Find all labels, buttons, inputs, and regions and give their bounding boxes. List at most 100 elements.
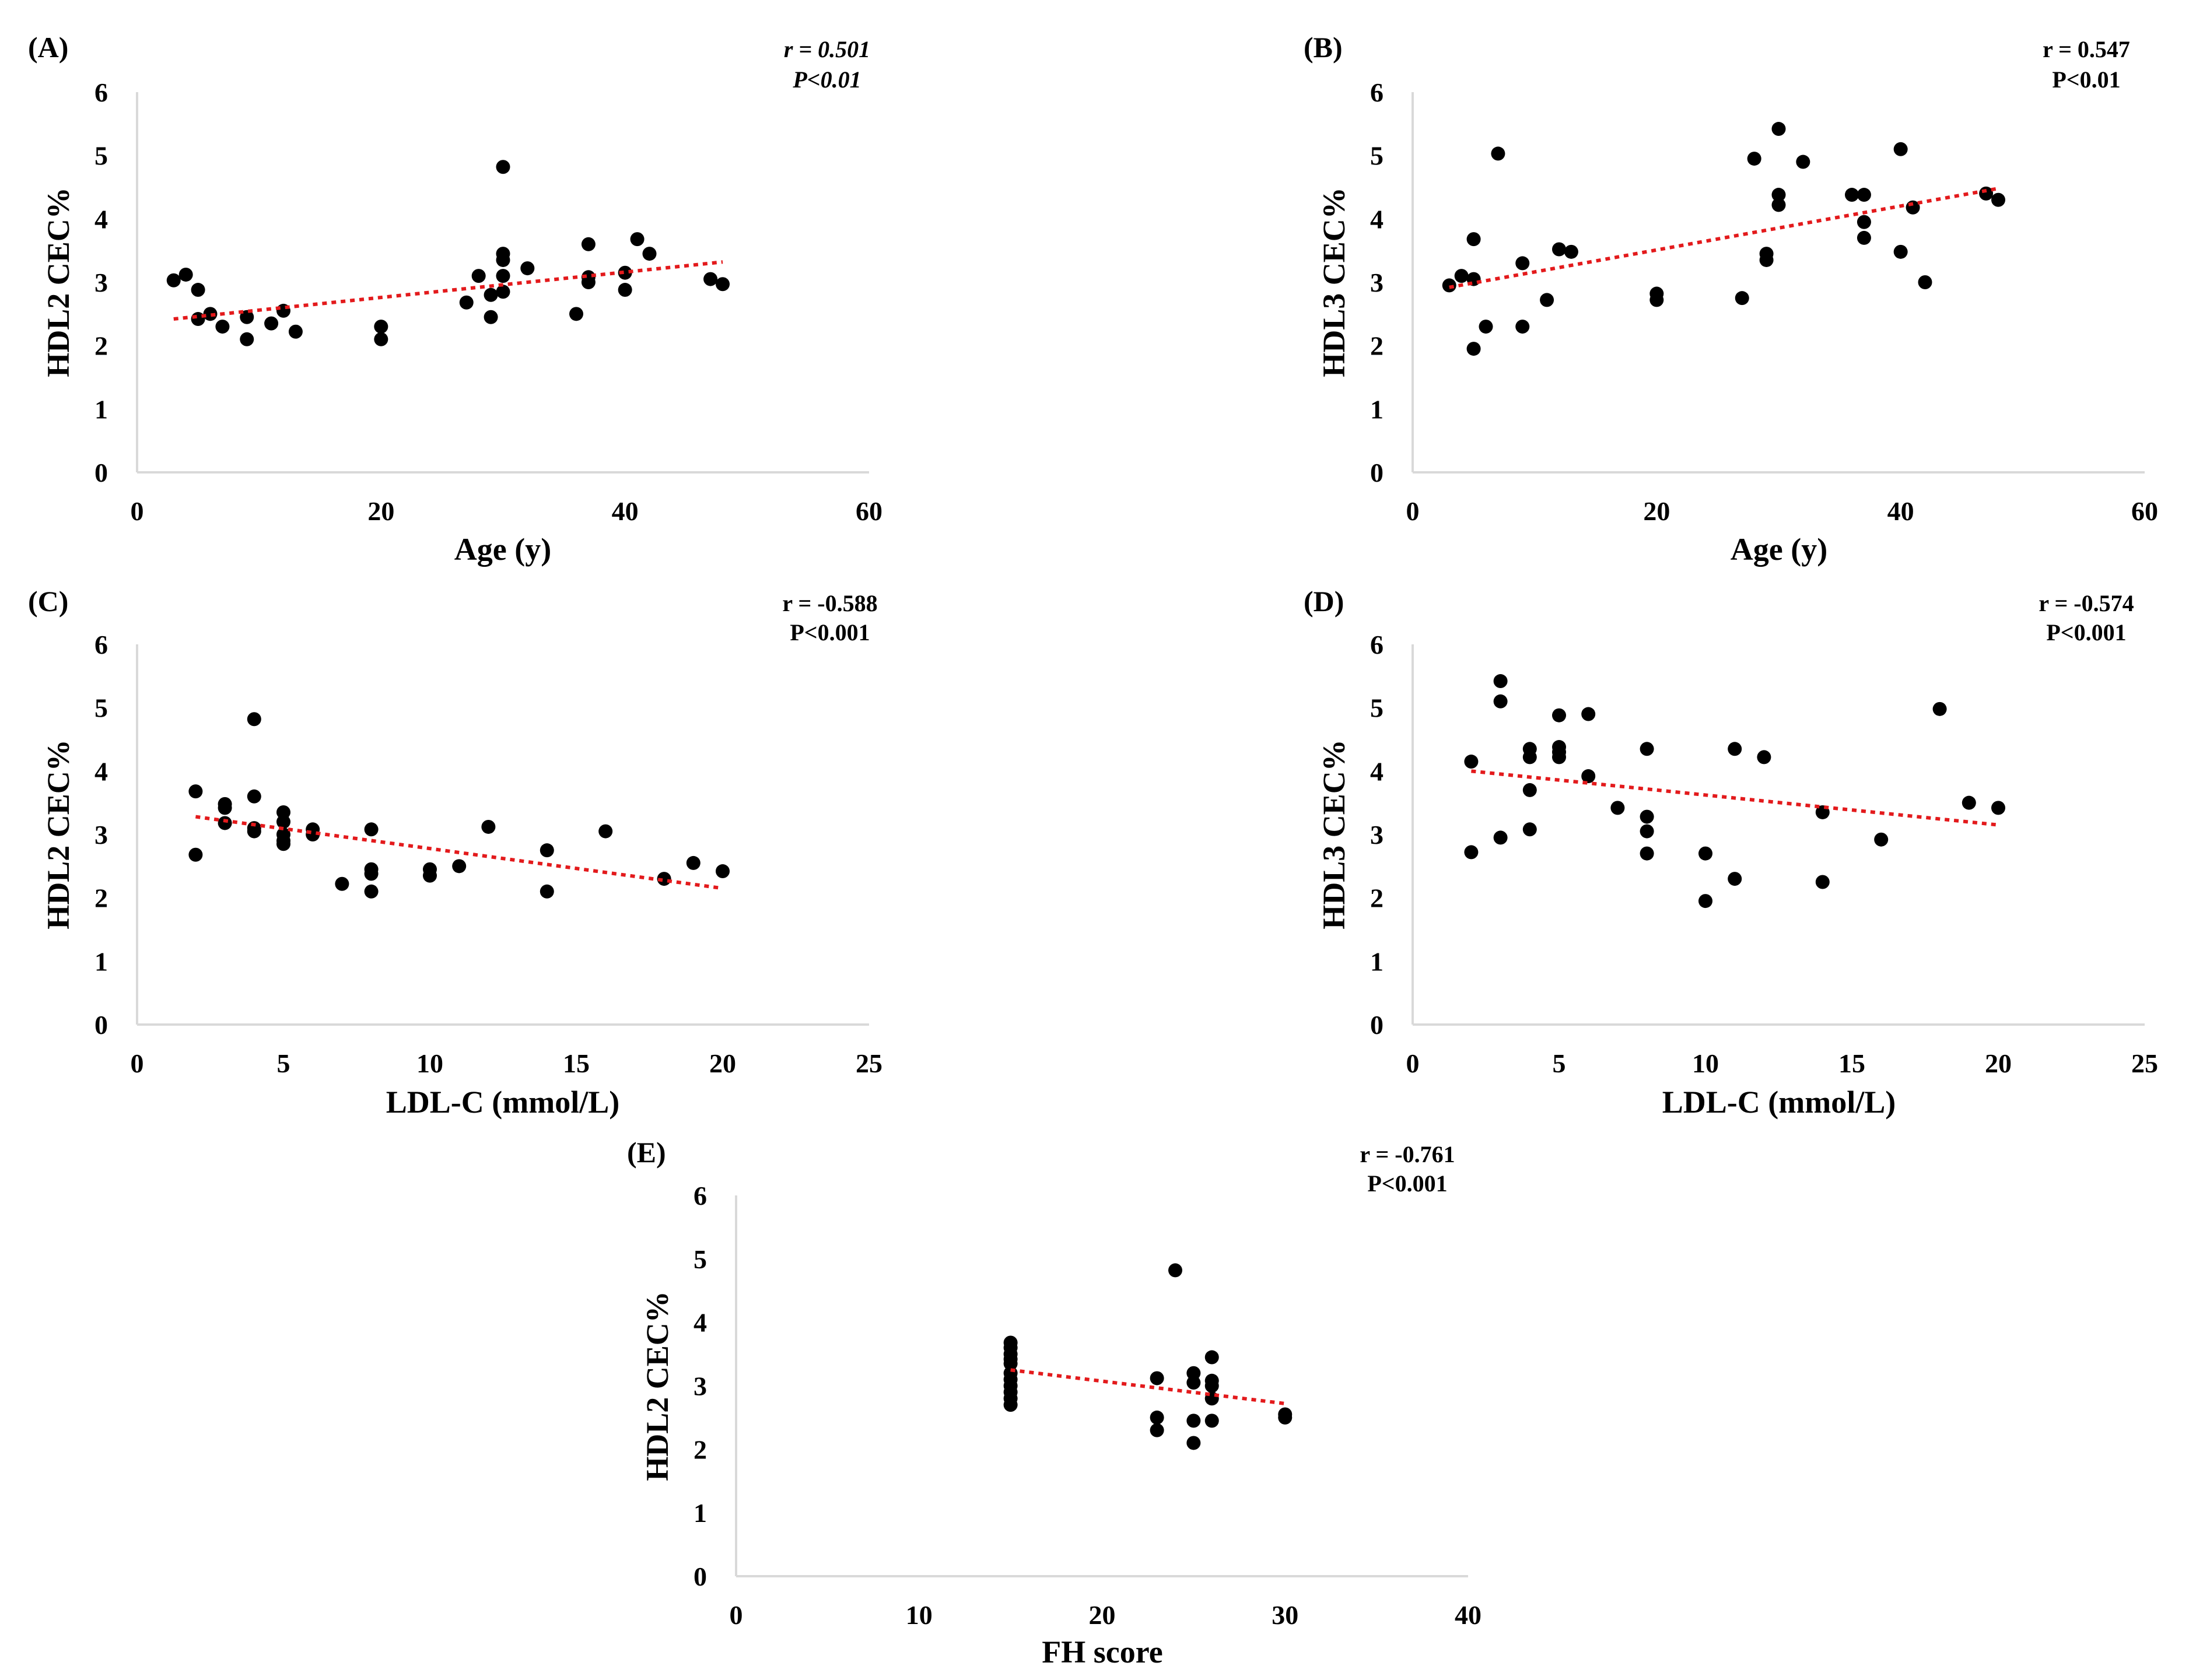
data-point bbox=[364, 867, 379, 881]
data-point bbox=[1893, 142, 1908, 156]
y-tick-label: 4 bbox=[94, 204, 108, 234]
data-point bbox=[1466, 342, 1481, 356]
x-tick-label: 5 bbox=[277, 1048, 290, 1078]
data-point bbox=[1747, 152, 1761, 166]
data-point bbox=[642, 247, 657, 261]
correlation-r: r = 0.547 bbox=[2043, 36, 2130, 62]
y-tick-label: 6 bbox=[94, 78, 108, 107]
data-point bbox=[1991, 801, 2005, 815]
y-tick-label: 5 bbox=[1370, 693, 1384, 723]
data-point bbox=[218, 816, 232, 830]
data-point bbox=[540, 843, 554, 858]
data-point bbox=[703, 272, 718, 286]
x-tick-label: 0 bbox=[1406, 1048, 1420, 1078]
data-point bbox=[1168, 1263, 1182, 1278]
x-tick-label: 20 bbox=[367, 496, 394, 526]
data-point bbox=[1515, 320, 1530, 334]
data-point bbox=[1759, 252, 1774, 267]
data-point bbox=[1857, 230, 1871, 245]
data-point bbox=[1581, 707, 1596, 721]
data-point bbox=[188, 847, 203, 862]
p-value: P<0.001 bbox=[2046, 619, 2126, 646]
y-tick-label: 4 bbox=[1370, 756, 1384, 786]
y-tick-label: 4 bbox=[94, 756, 108, 786]
x-tick-label: 20 bbox=[1643, 496, 1670, 526]
data-point bbox=[1857, 188, 1871, 202]
data-point bbox=[1649, 293, 1664, 307]
data-point bbox=[1204, 1379, 1219, 1393]
x-tick-label: 5 bbox=[1553, 1048, 1566, 1078]
data-point bbox=[1150, 1410, 1164, 1425]
data-point bbox=[1150, 1371, 1164, 1386]
data-point bbox=[247, 712, 261, 727]
data-point bbox=[1442, 278, 1456, 293]
data-point bbox=[496, 285, 510, 299]
y-tick-label: 2 bbox=[694, 1435, 707, 1464]
data-point bbox=[218, 801, 232, 815]
data-point bbox=[1186, 1414, 1201, 1428]
y-tick-label: 6 bbox=[694, 1181, 707, 1211]
data-point bbox=[1962, 795, 1976, 810]
data-point bbox=[335, 876, 349, 891]
x-tick-label: 0 bbox=[131, 1048, 144, 1078]
data-point bbox=[1640, 809, 1654, 824]
data-point bbox=[1815, 875, 1830, 889]
data-point bbox=[1640, 824, 1654, 839]
data-point bbox=[1493, 694, 1508, 709]
data-point bbox=[1581, 769, 1596, 784]
p-value: P<0.001 bbox=[1367, 1170, 1447, 1197]
x-tick-label: 25 bbox=[2131, 1048, 2158, 1078]
y-tick-label: 3 bbox=[94, 268, 108, 297]
data-point bbox=[240, 332, 254, 346]
data-point bbox=[1003, 1398, 1018, 1412]
x-tick-label: 20 bbox=[1985, 1048, 2012, 1078]
y-tick-label: 3 bbox=[1370, 268, 1384, 297]
x-tick-label: 10 bbox=[416, 1048, 443, 1078]
x-axis-title: LDL-C (mmol/L) bbox=[386, 1085, 619, 1120]
data-point bbox=[203, 307, 218, 321]
correlation-r: r = -0.574 bbox=[2039, 590, 2134, 616]
chart-panel-d: 0 1 2 3 4 5 6 0 5 10 15 20 25 LDL-C (mmol/L) HDL3 CEC%… bbox=[1304, 585, 2158, 1120]
y-tick-label: 5 bbox=[1370, 141, 1384, 171]
data-point bbox=[1522, 783, 1537, 797]
data-point bbox=[569, 307, 583, 321]
x-axis-title: Age (y) bbox=[454, 532, 551, 567]
x-tick-label: 60 bbox=[856, 496, 882, 526]
data-point bbox=[1564, 244, 1578, 259]
x-tick-label: 15 bbox=[563, 1048, 590, 1078]
data-point bbox=[1796, 155, 1810, 169]
data-point bbox=[484, 287, 498, 302]
data-point bbox=[1479, 320, 1493, 334]
x-tick-label: 20 bbox=[1089, 1600, 1116, 1630]
data-point bbox=[1491, 146, 1505, 161]
data-point bbox=[1204, 1350, 1219, 1365]
panel-label: (C) bbox=[28, 585, 68, 618]
x-tick-label: 0 bbox=[730, 1600, 743, 1630]
y-tick-label: 5 bbox=[694, 1244, 707, 1274]
y-axis-title: HDL2 CEC% bbox=[41, 739, 76, 930]
data-point bbox=[496, 269, 510, 283]
data-point bbox=[540, 884, 554, 899]
data-point bbox=[484, 310, 498, 324]
y-tick-label: 0 bbox=[1370, 458, 1384, 487]
data-point bbox=[618, 283, 632, 297]
data-point bbox=[1771, 122, 1786, 136]
y-tick-label: 2 bbox=[94, 883, 108, 913]
data-point bbox=[581, 237, 596, 251]
y-tick-label: 1 bbox=[94, 946, 108, 976]
data-point bbox=[1640, 742, 1654, 756]
data-point bbox=[191, 283, 205, 297]
x-tick-label: 40 bbox=[1887, 496, 1914, 526]
data-point bbox=[1991, 192, 2005, 207]
y-axis-title: HDL2 CEC% bbox=[41, 187, 76, 377]
y-tick-label: 0 bbox=[94, 458, 108, 487]
data-point bbox=[598, 824, 613, 839]
data-point bbox=[1493, 830, 1508, 845]
y-tick-label: 0 bbox=[1370, 1010, 1384, 1040]
data-point bbox=[1540, 293, 1554, 307]
x-axis-title: Age (y) bbox=[1731, 532, 1827, 567]
y-axis-title: HDL3 CEC% bbox=[1316, 739, 1351, 930]
data-point bbox=[178, 267, 193, 282]
